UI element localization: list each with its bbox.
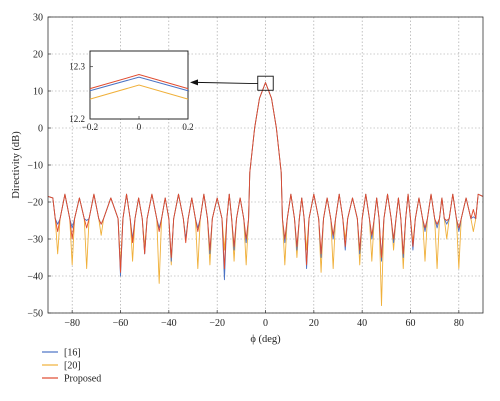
series-line-proposed bbox=[47, 82, 484, 273]
y-axis-ticks: −50 −40 −30 −20 −10 0 10 20 30 bbox=[27, 13, 51, 320]
x-tick-label: −40 bbox=[161, 318, 177, 329]
x-tick-label: 80 bbox=[454, 318, 464, 329]
inset-x-tick-label: −0.2 bbox=[82, 122, 98, 132]
y-tick-label: −50 bbox=[27, 309, 43, 320]
y-tick-label: 30 bbox=[33, 13, 43, 24]
y-tick-label: 10 bbox=[33, 87, 43, 98]
x-axis-ticks: −80 −60 −40 −20 0 20 40 60 80 bbox=[64, 310, 464, 329]
inset-pointer-arrow bbox=[190, 79, 258, 86]
inset-y-tick-label: 12.3 bbox=[69, 62, 85, 72]
x-tick-label: 0 bbox=[263, 318, 268, 329]
zoom-inset: −0.2 0 0.2 12.2 12.3 bbox=[69, 50, 194, 132]
y-tick-label: −10 bbox=[27, 161, 43, 172]
x-tick-label: −20 bbox=[209, 318, 225, 329]
arrow-head bbox=[190, 79, 198, 86]
legend-label: [16] bbox=[64, 348, 81, 359]
inset-line-16 bbox=[89, 76, 189, 92]
legend-label: [20] bbox=[64, 361, 81, 372]
y-tick-label: −40 bbox=[27, 272, 43, 283]
pattern-curves bbox=[47, 82, 484, 307]
inset-x-tick-label: 0.2 bbox=[182, 122, 193, 132]
x-tick-label: −60 bbox=[113, 318, 129, 329]
y-tick-label: 0 bbox=[38, 124, 43, 135]
x-axis-label: ϕ (deg) bbox=[250, 334, 281, 345]
x-tick-label: 40 bbox=[357, 318, 367, 329]
inset-line-20 bbox=[89, 84, 189, 100]
x-tick-label: −80 bbox=[64, 318, 80, 329]
x-tick-label: 20 bbox=[309, 318, 319, 329]
x-tick-label: 60 bbox=[406, 318, 416, 329]
inset-line-proposed bbox=[89, 74, 189, 90]
legend-label: Proposed bbox=[64, 374, 101, 385]
inset-x-tick-label: 0 bbox=[137, 122, 142, 132]
y-tick-label: 20 bbox=[33, 50, 43, 61]
arrow-shaft bbox=[195, 81, 258, 85]
legend: [16] [20] Proposed bbox=[42, 348, 101, 385]
y-tick-label: −30 bbox=[27, 235, 43, 246]
inset-y-tick-label: 12.2 bbox=[69, 114, 85, 124]
y-axis-label: Directivity (dB) bbox=[11, 131, 22, 199]
y-tick-label: −20 bbox=[27, 198, 43, 209]
